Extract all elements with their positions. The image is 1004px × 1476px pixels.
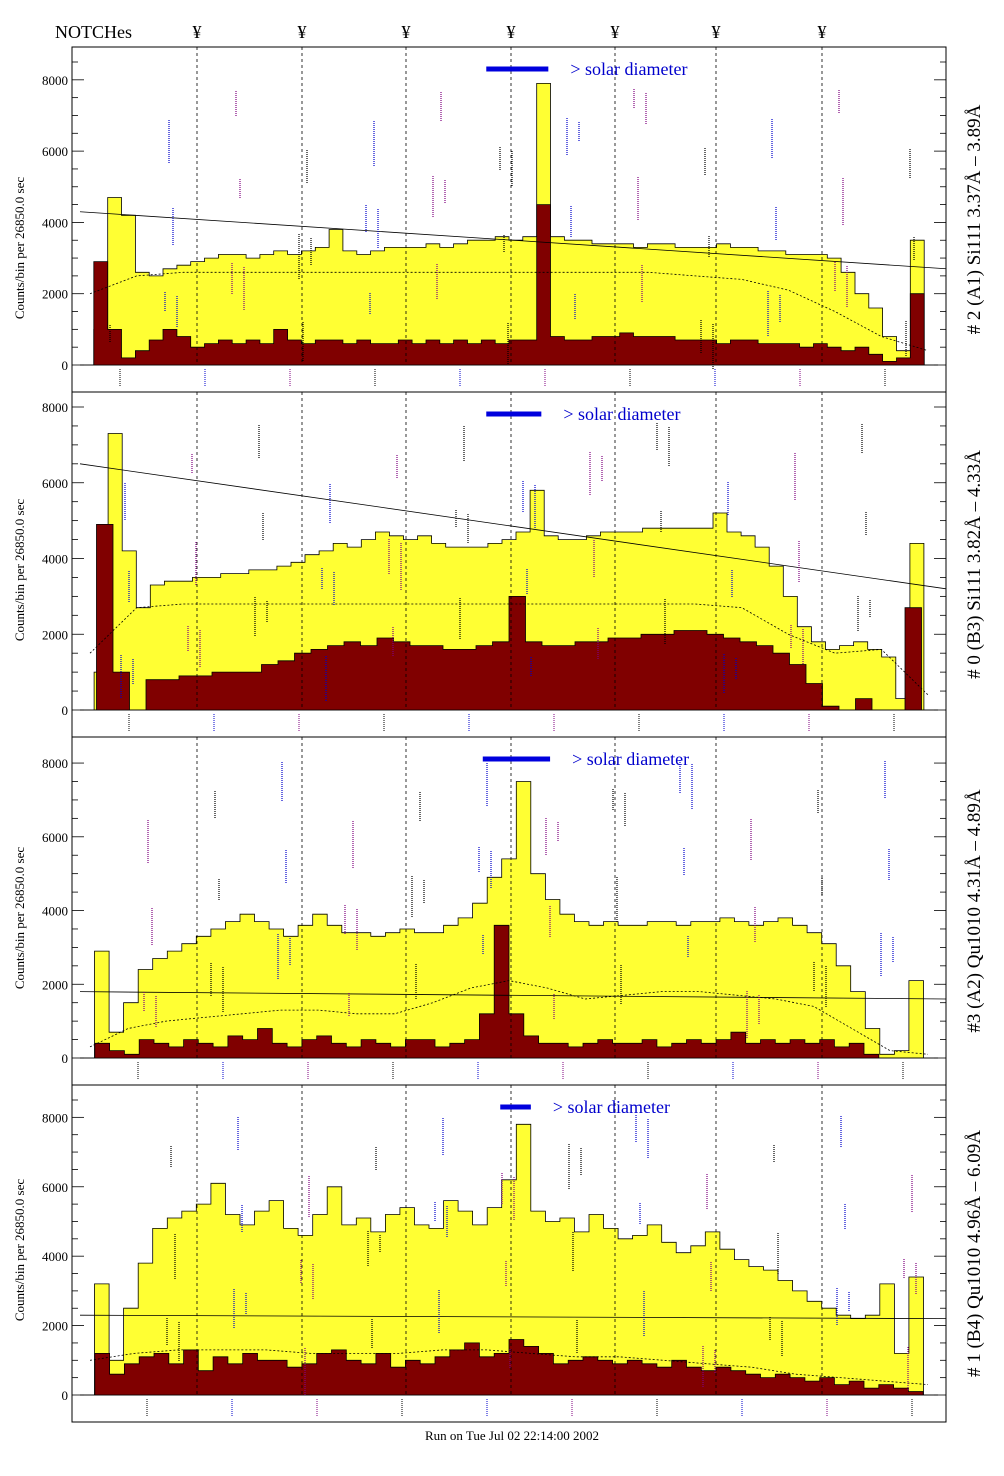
counts-histogram-outer — [80, 83, 938, 366]
y-tick-label: 8000 — [42, 756, 68, 771]
panel-title: # 1 (B4) Qu1010 4.96Å – 6.09Å — [964, 1130, 985, 1377]
panel-title: # 2 (A1) Si111 3.37Å – 3.89Å — [964, 104, 985, 334]
y-tick-label: 4000 — [42, 904, 68, 919]
y-tick-label: 2000 — [42, 1319, 68, 1334]
solar-diameter-label: > solar diameter — [570, 59, 687, 79]
trend-line — [79, 211, 947, 270]
y-tick-label: 6000 — [42, 476, 68, 491]
y-tick-label: 4000 — [42, 215, 68, 230]
y-axis-label: Counts/bin per 26850.0 sec — [12, 499, 27, 641]
notch-symbol-2: ¥ — [298, 22, 307, 42]
y-tick-label: 6000 — [42, 144, 68, 159]
y-axis-label: Counts/bin per 26850.0 sec — [12, 177, 27, 319]
y-tick-label: 0 — [62, 1388, 69, 1403]
y-axis-label: Counts/bin per 26850.0 sec — [12, 847, 27, 989]
y-axis: 0 2000 4000 6000 8000 — [42, 756, 946, 1066]
line-id-labels — [120, 423, 895, 732]
solar-diameter-label: > solar diameter — [572, 749, 689, 769]
notch-symbol-4: ¥ — [507, 22, 516, 42]
line-id-labels — [137, 760, 904, 1080]
y-tick-label: 0 — [62, 1051, 69, 1066]
y-tick-label: 6000 — [42, 1180, 68, 1195]
y-tick-label: 2000 — [42, 627, 68, 642]
y-tick-label: 2000 — [42, 977, 68, 992]
notch-symbol-3: ¥ — [402, 22, 411, 42]
y-axis: 0 2000 4000 6000 8000 — [42, 1099, 946, 1403]
panel-2: 0 2000 4000 6000 8000 Counts/bin per 26850.0 … — [12, 391, 985, 738]
solar-diameter-label: > solar diameter — [563, 404, 680, 424]
notch-symbol-1: ¥ — [193, 22, 202, 42]
notch-symbols: ¥ ¥ ¥ ¥ ¥ ¥ ¥ — [193, 22, 827, 42]
plot-frame — [71, 1084, 947, 1423]
notch-symbol-5: ¥ — [611, 22, 620, 42]
y-axis: 0 2000 4000 6000 8000 — [42, 400, 946, 718]
dashed-model-line — [89, 603, 929, 696]
panel-3: 0 2000 4000 6000 8000 Counts/bin per 26850.0 … — [12, 736, 985, 1086]
y-axis: 0 2000 4000 6000 8000 — [42, 61, 946, 373]
line-id-labels — [109, 89, 915, 387]
trend-line — [79, 991, 947, 1000]
counts-histogram-inner — [80, 204, 938, 366]
counts-histogram-inner — [80, 924, 938, 1059]
panels: 0 2000 4000 6000 8000 Counts/bin per 26850.0 … — [12, 46, 985, 1423]
counts-histogram-outer — [80, 1123, 938, 1396]
dashed-model-line — [89, 980, 929, 1055]
panel-title: # 0 (B3) Si111 3.82Å – 4.33Å — [964, 450, 985, 679]
y-axis-label: Counts/bin per 26850.0 sec — [12, 1179, 27, 1321]
y-tick-label: 4000 — [42, 552, 68, 567]
y-tick-label: 2000 — [42, 287, 68, 302]
y-tick-label: 0 — [62, 358, 69, 373]
panel-4: 0 2000 4000 6000 8000 Counts/bin per 26850.0 … — [12, 1084, 985, 1423]
trend-line — [79, 1314, 947, 1320]
y-tick-label: 8000 — [42, 73, 68, 88]
counts-histogram-outer — [80, 781, 938, 1059]
y-tick-label: 4000 — [42, 1249, 68, 1264]
counts-histogram-inner — [80, 524, 938, 711]
counts-histogram-inner — [80, 1339, 938, 1396]
y-tick-label: 8000 — [42, 1110, 68, 1125]
notches-label: NOTCHes — [55, 22, 132, 42]
trend-line — [79, 463, 947, 590]
dashed-model-line — [89, 1349, 929, 1385]
notch-symbol-6: ¥ — [712, 22, 721, 42]
y-tick-label: 6000 — [42, 830, 68, 845]
notch-symbol-7: ¥ — [818, 22, 827, 42]
solar-diameter-label: > solar diameter — [553, 1097, 670, 1117]
line-id-labels — [146, 1115, 917, 1417]
panel-title: #3 (A2) Qu1010 4.31Å – 4.89Å — [964, 789, 985, 1033]
y-tick-label: 8000 — [42, 400, 68, 415]
y-tick-label: 0 — [62, 703, 69, 718]
run-timestamp: Run on Tue Jul 02 22:14:00 2002 — [425, 1428, 599, 1443]
panel-1: 0 2000 4000 6000 8000 Counts/bin per 26850.0 … — [12, 46, 985, 393]
